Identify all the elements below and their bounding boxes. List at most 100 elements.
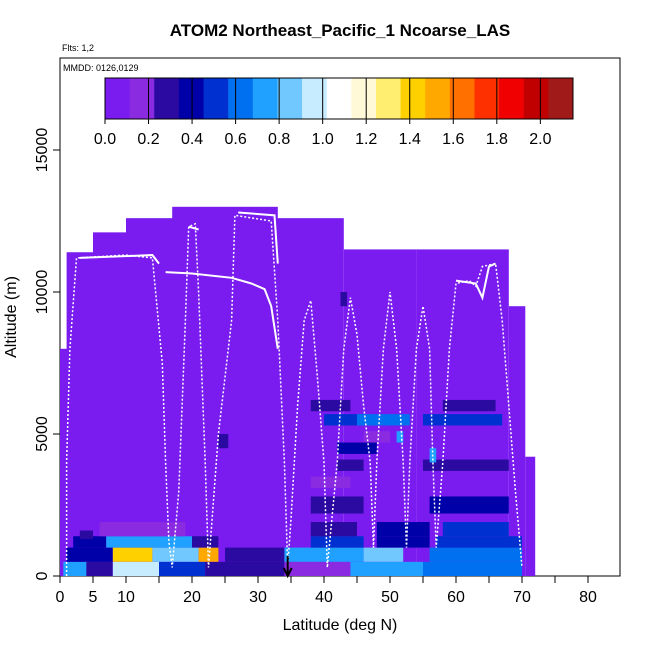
colorbar-swatch xyxy=(178,78,205,119)
y-tick-label: 10000 xyxy=(34,270,51,315)
heat-cell xyxy=(192,536,219,548)
colorbar-tick-label: 0.4 xyxy=(181,131,203,148)
heat-cell xyxy=(363,431,390,443)
colorbar-tick-label: 0.6 xyxy=(224,131,246,148)
heat-cell xyxy=(429,496,509,514)
x-tick-label: 0 xyxy=(56,589,65,606)
heat-cell xyxy=(376,522,430,537)
heat-cell xyxy=(310,522,357,537)
y-tick-label: 5000 xyxy=(34,416,51,452)
dates-label: MMDD: 0126,0129 xyxy=(63,63,139,73)
heat-cell xyxy=(63,561,87,576)
flight-track-segment xyxy=(238,211,279,264)
colorbar-swatch xyxy=(154,78,180,119)
heat-cell xyxy=(310,476,351,488)
heat-cell xyxy=(152,547,199,562)
heat-curtain xyxy=(244,218,344,576)
y-tick-label: 15000 xyxy=(34,128,51,173)
heat-cell xyxy=(106,536,192,548)
y-axis-label: Altitude (m) xyxy=(3,276,20,358)
x-tick-label: 30 xyxy=(249,589,267,606)
x-tick-label: 50 xyxy=(381,589,399,606)
heat-cell xyxy=(436,536,522,548)
heat-cell xyxy=(310,496,364,514)
x-tick-label: 80 xyxy=(579,589,597,606)
x-tick-label: 10 xyxy=(117,589,135,606)
colorbar-swatch xyxy=(203,78,229,119)
flight-track-segment xyxy=(188,225,199,231)
x-tick-label: 70 xyxy=(513,589,531,606)
heat-cell xyxy=(442,522,509,537)
heat-cell xyxy=(99,522,186,537)
heat-cell xyxy=(340,292,348,307)
colorbar-swatch xyxy=(351,78,377,119)
colorbar-swatch xyxy=(425,78,451,119)
heat-cell xyxy=(225,547,285,562)
colorbar: 0.0 0.2 0.4 0.6 0.8 1.0 1.2 1.4 1.6 1.8 2.0 xyxy=(94,77,574,148)
heat-cell xyxy=(310,536,364,548)
colorbar-tick-label: 2.0 xyxy=(529,131,551,148)
colorbar-swatch xyxy=(548,78,574,119)
colorbar-swatch xyxy=(499,78,525,119)
heat-cell xyxy=(376,536,430,548)
flight-track xyxy=(65,214,523,576)
colorbar-tick-label: 1.8 xyxy=(486,131,508,148)
colorbar-swatch xyxy=(277,78,303,119)
colorbar-tick-label: 0.0 xyxy=(94,131,116,148)
heat-cell xyxy=(337,442,377,454)
colorbar-tick-label: 0.8 xyxy=(268,131,290,148)
heat-cell xyxy=(357,414,410,426)
colorbar-swatch xyxy=(375,78,402,119)
x-axis: 0 5 10 20 30 40 50 60 70 80 xyxy=(56,576,597,606)
colorbar-swatch xyxy=(252,78,278,119)
heat-curtain xyxy=(416,249,509,576)
heat-cell xyxy=(423,414,503,426)
heat-cell xyxy=(66,547,113,562)
colorbar-tick-label: 1.4 xyxy=(399,131,421,148)
colorbar-swatch xyxy=(474,78,500,119)
flight-track-layer xyxy=(65,211,523,579)
colorbar-swatch xyxy=(228,78,254,119)
flight-track-segment xyxy=(455,262,496,301)
flight-track-segment xyxy=(165,271,279,349)
colorbar-tick-label: 1.0 xyxy=(312,131,334,148)
heat-cell xyxy=(86,561,113,576)
colorbar-swatch xyxy=(400,78,426,119)
heat-cell xyxy=(363,547,404,562)
heat-cell xyxy=(79,530,93,540)
heat-cell xyxy=(159,561,206,576)
flights-label: Flts: 1,2 xyxy=(62,43,94,53)
x-tick-label: 5 xyxy=(89,589,98,606)
heat-cell xyxy=(112,561,159,576)
heat-cell xyxy=(73,536,107,548)
heat-cell xyxy=(284,547,364,562)
heat-cell xyxy=(218,434,229,449)
x-tick-label: 40 xyxy=(315,589,333,606)
heat-cell xyxy=(396,431,404,443)
heat-curtain xyxy=(343,249,417,576)
marker-arrow-head xyxy=(282,567,293,579)
colorbar-swatch xyxy=(105,78,131,119)
heat-cell xyxy=(324,414,364,426)
heat-cell xyxy=(310,399,351,412)
heat-cell xyxy=(205,561,285,576)
flight-track-segment xyxy=(79,254,160,265)
heat-cell xyxy=(423,459,509,471)
y-tick-label: 0 xyxy=(34,571,51,580)
colorbar-tick-label: 1.2 xyxy=(355,131,377,148)
chart-title: ATOM2 Northeast_Pacific_1 Ncoarse_LAS xyxy=(170,21,510,40)
heat-curtain xyxy=(525,456,536,576)
x-tick-label: 60 xyxy=(447,589,465,606)
heat-cell xyxy=(442,399,496,412)
colorbar-tick-label: 0.2 xyxy=(137,131,159,148)
y-axis: 0 5000 10000 15000 xyxy=(34,128,60,580)
heat-cell xyxy=(284,561,351,576)
heat-cell xyxy=(429,547,522,562)
colorbar-tick-label: 1.6 xyxy=(442,131,464,148)
colorbar-swatch xyxy=(302,78,328,119)
colorbar-swatch xyxy=(523,78,549,119)
heat-cell xyxy=(337,459,364,471)
colorbar-swatch xyxy=(129,78,155,119)
heat-cell xyxy=(350,561,423,576)
